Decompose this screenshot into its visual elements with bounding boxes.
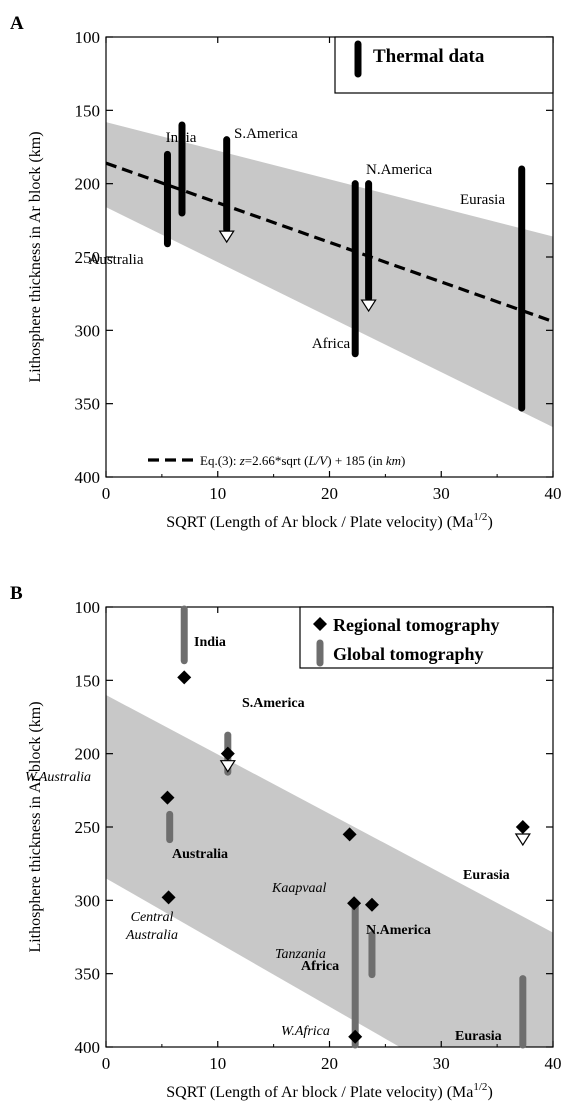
x-axis-title-sup: 1/2 — [473, 511, 487, 523]
legend-thermal-label: Thermal data — [373, 46, 485, 67]
series-label: Africa — [312, 336, 351, 352]
equation-prefix: Eq.(3): — [200, 453, 240, 468]
point-label: Eurasia — [463, 868, 510, 883]
point-label: S.America — [242, 696, 305, 711]
regional-diamond-kaapvaal — [342, 827, 357, 842]
x-axis-title: SQRT (Length of Ar block / Plate velocit… — [166, 1081, 493, 1101]
x-axis-title-text: SQRT (Length of Ar block / Plate velocit… — [166, 514, 473, 531]
point-label: W.Africa — [281, 1024, 330, 1039]
legend-regional-swatch — [313, 617, 327, 631]
y-tick-label: 300 — [75, 891, 101, 910]
panel-a: 0 10 20 30 40 100 150 200 250 300 350 400 SQRT (Leng… — [10, 13, 562, 531]
regional-diamond-eurasia — [515, 820, 530, 834]
series-label: Eurasia — [460, 192, 505, 208]
y-tick-label: 150 — [75, 671, 101, 690]
panel-label: B — [10, 583, 23, 604]
y-tick-label: 400 — [75, 468, 101, 487]
x-tick-label: 20 — [321, 1054, 338, 1073]
regional-diamond-w-africa — [348, 1029, 363, 1044]
x-axis-title-text: SQRT (Length of Ar block / Plate velocit… — [166, 1084, 473, 1101]
y-tick-label: 150 — [75, 101, 101, 120]
x-tick-label: 20 — [321, 484, 338, 503]
legend-box — [299, 606, 554, 669]
legend-box — [334, 36, 554, 94]
equation-z: z — [239, 453, 245, 468]
equation-close: ) — [401, 453, 405, 468]
x-axis-title-end: ) — [487, 514, 492, 531]
shaded-band — [106, 122, 553, 428]
panel-b: 0 10 20 30 40 100 150 200 250 300 350 400 SQRT (Leng… — [10, 583, 562, 1101]
point-label: Australia — [172, 847, 228, 862]
shaded-band — [106, 695, 553, 1047]
y-tick-label: 350 — [75, 395, 101, 414]
x-axis-title: SQRT (Length of Ar block / Plate velocit… — [166, 511, 493, 531]
regional-diamond-n-america — [364, 897, 379, 912]
point-label: Australia — [125, 928, 178, 943]
regional-diamond-tanzania — [347, 896, 362, 911]
fit-line — [106, 161, 553, 324]
point-label: W.Australia — [25, 770, 91, 785]
y-tick-label: 200 — [75, 175, 101, 194]
regional-diamond-central-australia — [161, 890, 176, 905]
y-tick-label: 200 — [75, 745, 101, 764]
y-tick-label: 350 — [75, 965, 101, 984]
x-tick-label: 10 — [209, 484, 226, 503]
y-tick-label: 100 — [75, 28, 101, 47]
x-tick-label: 0 — [102, 484, 111, 503]
x-tick-label: 30 — [433, 1054, 450, 1073]
y-axis-title: Lithosphere thickness in Ar block (km) — [27, 131, 44, 382]
x-tick-label: 30 — [433, 484, 450, 503]
point-label: Africa — [301, 959, 339, 974]
equation-tail: ) + 185 (in — [327, 453, 386, 468]
point-label: Tanzania — [275, 947, 326, 962]
series-label: India — [166, 130, 197, 146]
upper-bound-triangle — [218, 230, 235, 244]
upper-bound-triangle — [514, 833, 531, 847]
equation-lv: L/V — [307, 453, 329, 468]
point-label: Central — [131, 910, 174, 925]
equation-label: Eq.(3): z=2.66*sqrt (L/V) + 185 (in km) — [200, 453, 405, 468]
x-tick-label: 40 — [545, 484, 562, 503]
legend-regional-label: Regional tomography — [333, 615, 500, 635]
series-label: S.America — [234, 126, 298, 142]
x-tick-label: 40 — [545, 1054, 562, 1073]
point-label: Eurasia — [455, 1029, 502, 1044]
legend-global-label: Global tomography — [333, 644, 484, 664]
y-tick-label: 250 — [75, 248, 101, 267]
equation-body: =2.66*sqrt ( — [245, 453, 309, 468]
series-label: N.America — [366, 162, 433, 178]
y-tick-label: 250 — [75, 818, 101, 837]
regional-diamond-india — [177, 670, 192, 685]
y-axis-title: Lithosphere thickness in Ar block (km) — [27, 701, 44, 952]
upper-bound-triangle — [360, 299, 377, 313]
panel-label: A — [10, 13, 24, 34]
x-axis-title-sup: 1/2 — [473, 1081, 487, 1093]
point-label: Kaapvaal — [271, 881, 327, 896]
y-tick-label: 400 — [75, 1038, 101, 1057]
x-tick-label: 0 — [102, 1054, 111, 1073]
point-label: N.America — [366, 923, 431, 938]
point-label: India — [194, 635, 226, 650]
x-tick-label: 10 — [209, 1054, 226, 1073]
regional-diamond-s-america — [220, 746, 235, 761]
upper-bound-triangle — [219, 760, 236, 773]
equation-km: km — [386, 453, 401, 468]
y-tick-label: 100 — [75, 598, 101, 617]
x-axis-title-end: ) — [487, 1084, 492, 1101]
regional-diamond-w-australia — [160, 790, 175, 805]
series-label: Australia — [89, 252, 144, 268]
y-tick-label: 300 — [75, 321, 101, 340]
